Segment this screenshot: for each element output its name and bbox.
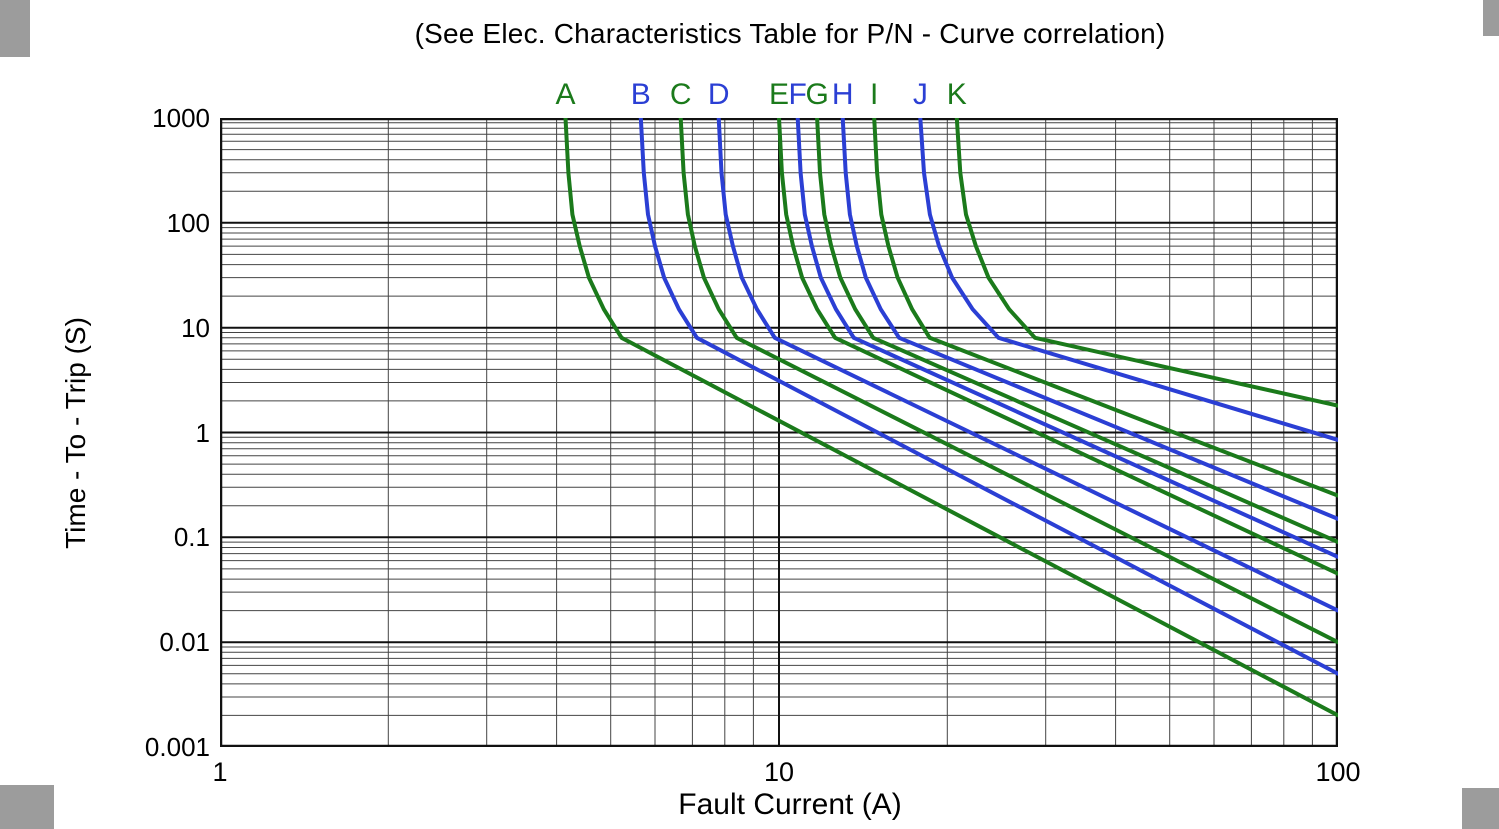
curve-label-H: H [831, 78, 854, 111]
curve-label-C: C [669, 78, 692, 111]
curve-label-J: J [912, 78, 928, 111]
scan-artifact-corner [1483, 0, 1499, 36]
curve-E [777, 118, 1338, 576]
plot-area [220, 118, 1338, 747]
chart-title: (See Elec. Characteristics Table for P/N… [414, 18, 1166, 49]
curve-D [716, 118, 1338, 613]
log-log-grid-and-curves [220, 118, 1338, 747]
x-tick-1: 1 [212, 757, 228, 787]
curve-label-F: F [788, 78, 807, 111]
y-tick-10: 10 [181, 312, 210, 343]
curve-label-G: G [805, 78, 829, 111]
x-tick-100: 100 [1315, 757, 1361, 787]
scan-artifact-corner [1462, 788, 1499, 829]
y-tick-0.001: 0.001 [144, 732, 210, 762]
y-tick-1000: 1000 [152, 103, 210, 133]
curve-label-D: D [707, 78, 730, 111]
y-tick-0.01: 0.01 [159, 627, 210, 658]
curve-H [840, 118, 1338, 521]
x-tick-10: 10 [763, 757, 795, 787]
curve-label-K: K [946, 78, 967, 111]
y-tick-1: 1 [195, 417, 210, 448]
y-axis-title: Time - To - Trip (S) [60, 317, 91, 549]
scan-artifact-corner [0, 785, 54, 829]
x-axis-title: Fault Current (A) [678, 788, 902, 821]
curve-label-B: B [630, 78, 651, 111]
curve-A [563, 118, 1338, 718]
curve-J [918, 118, 1338, 442]
curve-B [638, 118, 1338, 676]
curve-label-A: A [555, 78, 576, 111]
y-tick-100: 100 [166, 207, 210, 238]
curve-I [872, 118, 1338, 498]
curve-F [795, 118, 1338, 559]
curve-G [815, 118, 1338, 545]
y-tick-0.1: 0.1 [173, 522, 210, 553]
scan-artifact-corner [0, 0, 30, 57]
curve-label-E: E [768, 78, 790, 111]
curve-C [678, 118, 1338, 645]
curve-K [954, 118, 1338, 408]
curve-label-I: I [870, 78, 879, 111]
